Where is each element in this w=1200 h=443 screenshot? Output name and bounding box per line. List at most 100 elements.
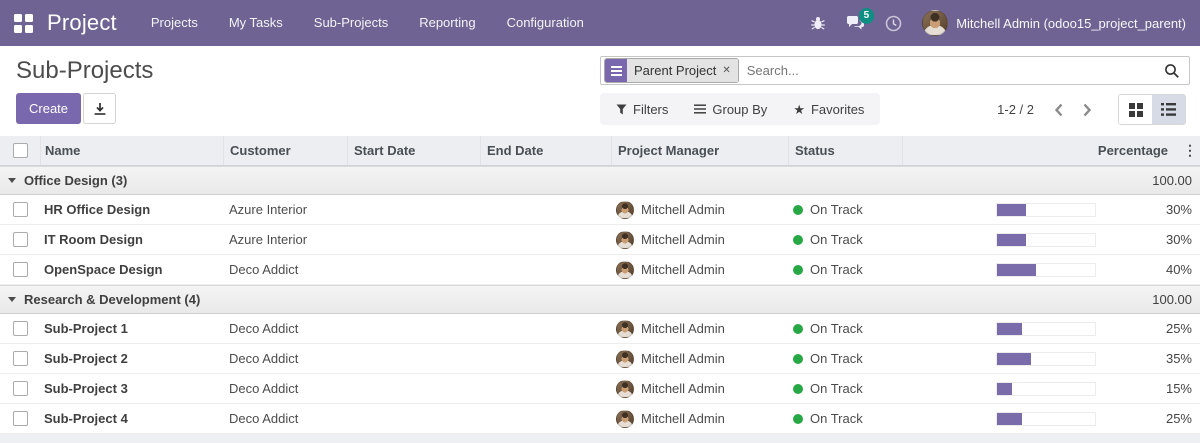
list-view-button[interactable] [1152, 95, 1185, 124]
caret-down-icon [8, 178, 16, 183]
search-facet-groupby[interactable]: Parent Project ✕ [604, 58, 739, 83]
status-cell: On Track [788, 262, 902, 277]
facet-label: Parent Project [634, 63, 717, 78]
customer-cell: Deco Addict [229, 381, 299, 396]
row-checkbox[interactable] [12, 232, 28, 247]
group-aggregate: 100.00 [1152, 292, 1192, 307]
name-cell: IT Room Design [44, 232, 143, 247]
nav-item-configuration[interactable]: Configuration [506, 15, 584, 30]
nav-item-reporting[interactable]: Reporting [419, 15, 476, 30]
table-row[interactable]: Sub-Project 2 Deco Addict Mitchell Admin On… [0, 344, 1200, 374]
optional-columns-toggle-icon[interactable]: ⋮ [1183, 142, 1197, 158]
column-header-status[interactable]: Status [788, 136, 902, 165]
search-bar[interactable]: Parent Project ✕ [600, 56, 1190, 85]
list-view: Name Customer Start Date End Date Project Ma… [0, 136, 1200, 443]
progress-bar [996, 381, 1096, 396]
percentage-cell: 15% [902, 374, 1200, 403]
column-header-customer[interactable]: Customer [223, 136, 347, 165]
name-cell: Sub-Project 1 [44, 321, 128, 336]
control-panel: Create Filters Group By ★ Favorites 1-2 [0, 93, 1200, 125]
table-row[interactable]: IT Room Design Azure Interior Mitchell Adm… [0, 225, 1200, 255]
page-title: Sub-Projects [16, 57, 154, 84]
row-checkbox[interactable] [12, 202, 28, 217]
search-input[interactable] [738, 63, 1155, 78]
kanban-grid-icon [1128, 102, 1143, 117]
progress-bar-fill [997, 382, 1012, 395]
status-dot-icon [793, 234, 803, 245]
user-avatar [922, 10, 949, 36]
percentage-cell: 40% [902, 255, 1200, 284]
status-cell: On Track [788, 381, 902, 396]
favorites-label: Favorites [810, 101, 865, 117]
select-all-checkbox[interactable] [12, 143, 28, 158]
download-icon [94, 102, 105, 115]
group-row[interactable]: Research & Development (4) 100.00 [0, 285, 1200, 314]
manager-avatar [616, 319, 634, 338]
favorites-button[interactable]: ★ Favorites [793, 102, 864, 117]
nav-item-projects[interactable]: Projects [150, 15, 198, 30]
apps-menu-icon[interactable] [14, 13, 33, 33]
pager-next-button[interactable] [1080, 101, 1094, 119]
manager-avatar [616, 230, 634, 249]
activities-menu[interactable] [885, 15, 902, 32]
group-aggregate: 100.00 [1152, 173, 1192, 188]
group-by-button[interactable]: Group By [694, 102, 767, 117]
app-name[interactable]: Project [47, 10, 117, 35]
status-cell: On Track [788, 321, 902, 336]
main-menu: Projects My Tasks Sub-Projects Reporting Con… [151, 14, 615, 32]
nav-item-sub-projects[interactable]: Sub-Projects [313, 15, 389, 30]
column-header-pct[interactable]: Percentage [902, 136, 1200, 165]
row-checkbox[interactable] [12, 351, 28, 366]
content-background [0, 434, 1200, 443]
table-row[interactable]: Sub-Project 3 Deco Addict Mitchell Admin On… [0, 374, 1200, 404]
percentage-value: 30% [1165, 232, 1192, 247]
search-icon[interactable] [1164, 63, 1180, 79]
bug-icon [811, 17, 825, 30]
user-menu[interactable]: Mitchell Admin (odoo15_project_parent) [922, 10, 1186, 36]
list-body: Office Design (3) 100.00 HR Office Design A… [0, 166, 1200, 434]
row-checkbox[interactable] [12, 321, 28, 336]
progress-bar-fill [997, 263, 1037, 276]
column-header-start[interactable]: Start Date [347, 136, 480, 165]
status-dot-icon [793, 353, 803, 364]
group-by-label: Group By [712, 101, 768, 117]
table-row[interactable]: Sub-Project 4 Deco Addict Mitchell Admin On… [0, 404, 1200, 434]
table-row[interactable]: Sub-Project 1 Deco Addict Mitchell Admin On… [0, 314, 1200, 344]
messages-menu[interactable]: 5 [846, 8, 875, 31]
create-button[interactable]: Create [16, 93, 82, 124]
select-all-cell [0, 143, 40, 158]
manager-avatar [616, 200, 634, 219]
search-options: Filters Group By ★ Favorites [600, 93, 881, 125]
export-button[interactable] [83, 93, 117, 124]
row-checkbox[interactable] [12, 411, 28, 426]
project-manager-cell: Mitchell Admin [611, 230, 788, 249]
manager-name: Mitchell Admin [641, 232, 725, 247]
column-header-end[interactable]: End Date [480, 136, 611, 165]
name-cell: Sub-Project 2 [44, 351, 128, 366]
nav-item-my-tasks[interactable]: My Tasks [228, 15, 283, 30]
percentage-cell: 30% [902, 225, 1200, 254]
group-label: Office Design (3) [0, 173, 902, 188]
row-checkbox[interactable] [12, 381, 28, 396]
column-header-name[interactable]: Name [40, 136, 223, 165]
row-checkbox[interactable] [12, 262, 28, 277]
pager-previous-button[interactable] [1052, 101, 1066, 119]
status-dot-icon [793, 204, 803, 215]
manager-name: Mitchell Admin [641, 411, 725, 426]
manager-name: Mitchell Admin [641, 351, 725, 366]
project-manager-cell: Mitchell Admin [611, 409, 788, 428]
table-row[interactable]: OpenSpace Design Deco Addict Mitchell Admi… [0, 255, 1200, 285]
table-row[interactable]: HR Office Design Azure Interior Mitchell A… [0, 195, 1200, 225]
chevron-right-icon [1083, 103, 1092, 116]
facet-remove-icon[interactable]: ✕ [722, 65, 731, 76]
group-label: Research & Development (4) [0, 292, 902, 307]
chevron-left-icon [1054, 103, 1063, 116]
status-label: On Track [810, 321, 863, 336]
filters-button[interactable]: Filters [616, 102, 668, 117]
project-manager-cell: Mitchell Admin [611, 200, 788, 219]
debug-bug-icon[interactable] [810, 15, 826, 31]
column-header-manager[interactable]: Project Manager [611, 136, 788, 165]
project-manager-cell: Mitchell Admin [611, 260, 788, 279]
group-row[interactable]: Office Design (3) 100.00 [0, 166, 1200, 195]
kanban-view-button[interactable] [1119, 95, 1152, 124]
